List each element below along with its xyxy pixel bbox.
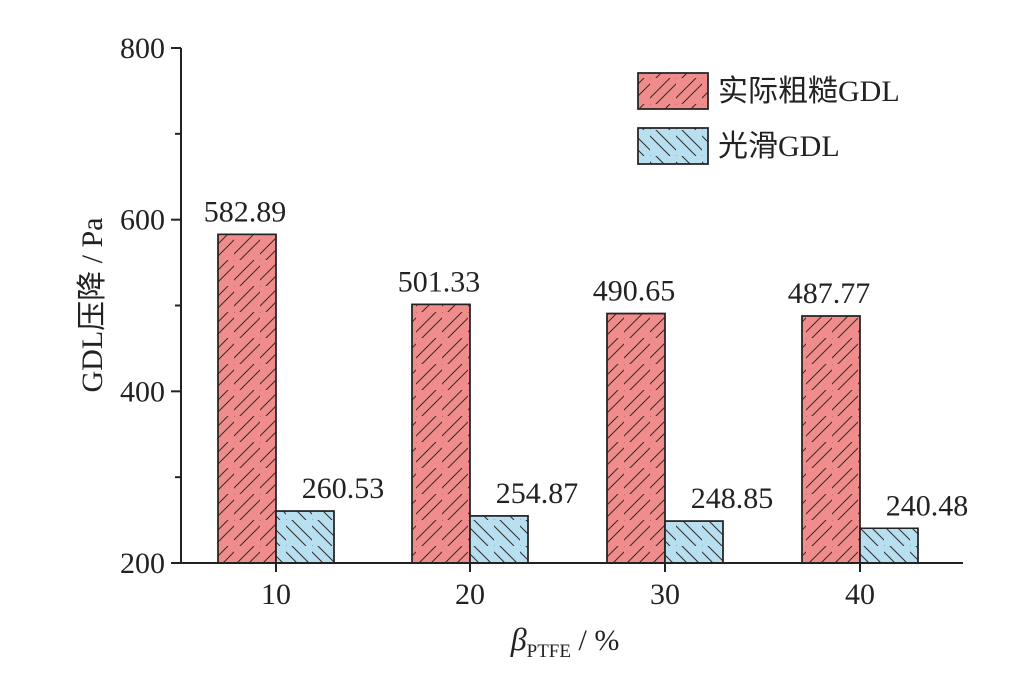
bar-rough-30-hatch (606, 312, 666, 564)
y-tick-label-200: 200 (120, 547, 165, 580)
x-axis-subscript: PTFE (527, 641, 571, 662)
data-label-smooth-20: 254.87 (496, 477, 579, 510)
legend: 实际粗糙GDL 光滑GDL (637, 72, 900, 165)
bar-smooth-40-hatch (859, 527, 919, 564)
legend-label-smooth: 光滑GDL (718, 130, 840, 163)
y-tick-label-600: 600 (120, 204, 165, 237)
data-label-smooth-30: 248.85 (691, 482, 774, 515)
bar-rough-20-hatch (411, 303, 471, 564)
bar-rough-40-hatch (801, 315, 861, 564)
bar-smooth-20-hatch (469, 515, 529, 564)
x-axis-title: βPTFE / % (510, 621, 620, 662)
y-ticks-layer: 200 400 600 800 (120, 32, 181, 580)
legend-label-rough: 实际粗糙GDL (718, 75, 900, 108)
legend-hatch-smooth (637, 127, 709, 165)
data-label-rough-30: 490.65 (593, 275, 676, 308)
legend-item-rough: 实际粗糙GDL (637, 72, 900, 110)
bar-smooth-10-hatch (275, 510, 335, 564)
data-label-rough-20: 501.33 (398, 265, 481, 298)
data-label-rough-10: 582.89 (204, 195, 287, 228)
x-tick-label-20: 20 (455, 578, 485, 611)
bar-rough-10-hatch (217, 233, 277, 564)
data-label-smooth-10: 260.53 (302, 472, 385, 505)
legend-item-smooth: 光滑GDL (637, 127, 840, 165)
bars-layer (217, 233, 919, 564)
data-labels-layer: 582.89 501.33 490.65 487.77 260.53 254.87 248.… (204, 195, 969, 522)
x-tick-label-10: 10 (261, 578, 291, 611)
data-label-smooth-40: 240.48 (886, 489, 969, 522)
y-axis-title: GDL压降 / Pa (76, 218, 109, 393)
x-tick-label-30: 30 (650, 578, 680, 611)
x-tick-label-40: 40 (845, 578, 875, 611)
x-ticks-layer: 10 20 30 40 (261, 563, 875, 611)
x-axis-unit: / % (571, 624, 619, 657)
y-tick-label-800: 800 (120, 32, 165, 65)
bar-smooth-30-hatch (664, 520, 724, 564)
legend-hatch-rough (637, 72, 709, 110)
data-label-rough-40: 487.77 (788, 277, 871, 310)
y-tick-label-400: 400 (120, 375, 165, 408)
x-axis-symbol: β (510, 621, 527, 657)
